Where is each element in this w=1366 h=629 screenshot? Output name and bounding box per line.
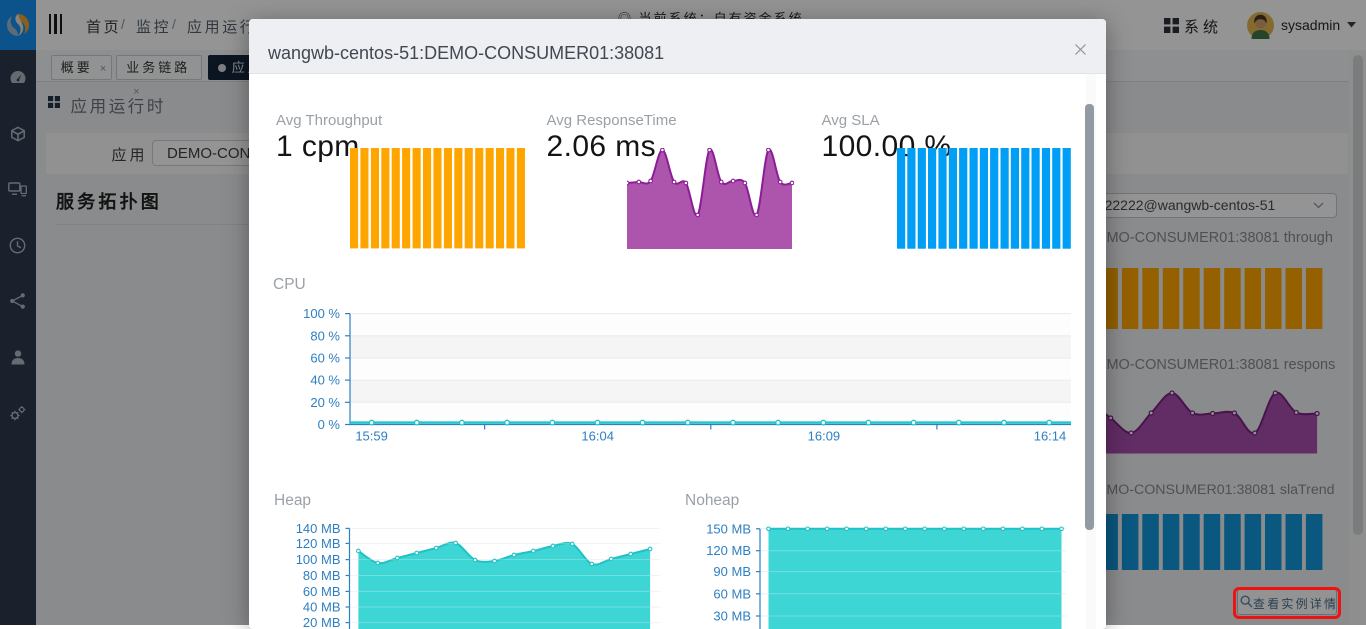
svg-text:40 MB: 40 MB (303, 600, 341, 615)
svg-text:0 %: 0 % (318, 417, 341, 432)
svg-text:60 MB: 60 MB (303, 584, 341, 599)
svg-text:40 %: 40 % (310, 373, 340, 388)
svg-text:16:09: 16:09 (808, 429, 841, 444)
svg-text:16:04: 16:04 (581, 429, 614, 444)
svg-text:90 MB: 90 MB (713, 564, 751, 579)
svg-text:80 MB: 80 MB (303, 568, 341, 583)
svg-text:15:59: 15:59 (355, 429, 388, 444)
svg-text:60 %: 60 % (310, 351, 340, 366)
svg-text:60 MB: 60 MB (713, 586, 751, 601)
svg-text:100 %: 100 % (303, 306, 340, 321)
svg-text:150 MB: 150 MB (706, 521, 751, 536)
svg-text:20 MB: 20 MB (303, 615, 341, 629)
svg-text:30 MB: 30 MB (713, 609, 751, 624)
svg-text:120 MB: 120 MB (296, 536, 341, 551)
svg-text:140 MB: 140 MB (296, 521, 341, 536)
svg-text:120 MB: 120 MB (706, 543, 751, 558)
svg-text:80 %: 80 % (310, 328, 340, 343)
svg-text:20 %: 20 % (310, 395, 340, 410)
svg-text:16:14: 16:14 (1034, 429, 1067, 444)
svg-text:100 MB: 100 MB (296, 552, 341, 567)
